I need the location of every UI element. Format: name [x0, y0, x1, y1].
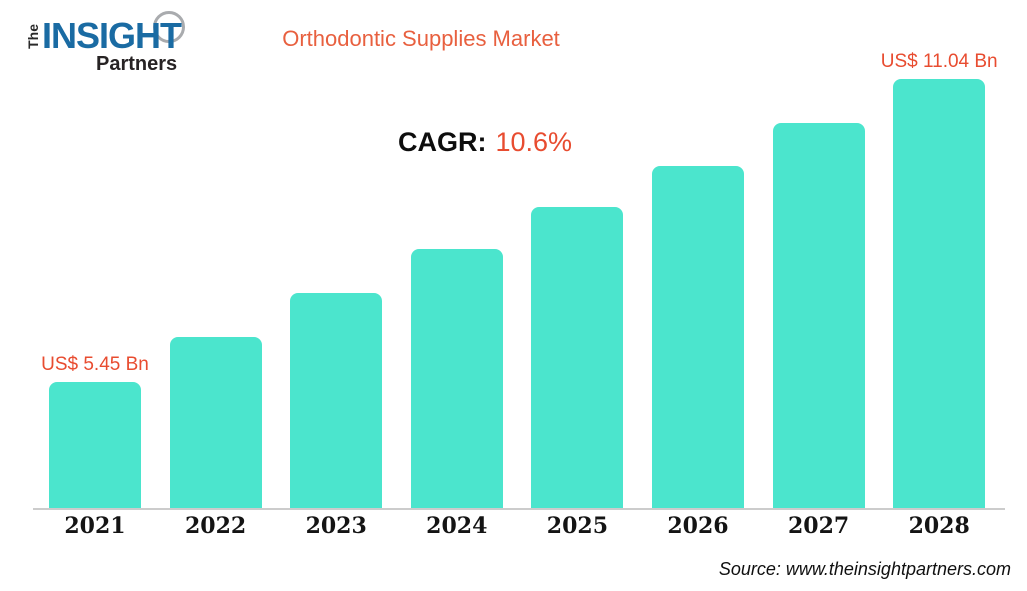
data-label-2021: US$ 5.45 Bn: [41, 354, 149, 375]
x-tick-2021: 2021: [64, 513, 126, 539]
data-label-2028: US$ 11.04 Bn: [880, 51, 998, 72]
logo-partners-text: Partners: [96, 53, 178, 75]
chart-title: Orthodontic Supplies Market: [282, 26, 560, 51]
source-note: Source: www.theinsightpartners.com: [718, 559, 1011, 579]
logo-insight-text: INSIGHT: [42, 15, 182, 56]
x-tick-2023: 2023: [305, 513, 367, 539]
bar-2028: [893, 79, 986, 509]
x-tick-2028: 2028: [908, 513, 970, 539]
x-tick-2027: 2027: [787, 513, 850, 539]
cagr-callout: CAGR: 10.6%: [398, 127, 573, 158]
x-tick-2024: 2024: [426, 513, 488, 539]
bar-2024: [410, 249, 503, 509]
bar-2023: [290, 293, 383, 509]
logo-the-text: The: [25, 24, 41, 49]
x-tick-2025: 2025: [546, 513, 608, 539]
x-tick-2026: 2026: [667, 513, 729, 539]
magnifier-circle-icon: [153, 11, 185, 43]
cagr-label: CAGR:: [398, 127, 487, 157]
bar-2027: [772, 123, 865, 509]
bar-2025: [531, 207, 624, 509]
insight-partners-logo: The INSIGHT Partners: [25, 8, 196, 80]
cagr-value: 10.6%: [495, 127, 573, 157]
x-tick-2022: 2022: [184, 513, 247, 539]
bar-2026: [652, 166, 744, 509]
x-axis-line: [33, 508, 1005, 510]
bar-2022: [169, 337, 262, 509]
bar-2021: [49, 382, 141, 509]
